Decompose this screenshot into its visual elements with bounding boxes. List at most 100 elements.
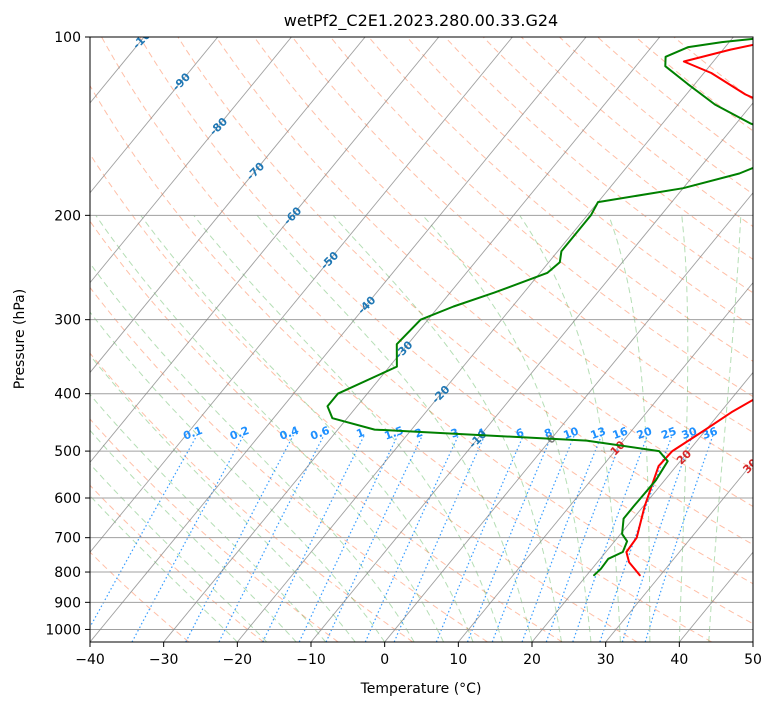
y-tick-label: 100 (54, 30, 81, 46)
mixing-ratio-line (262, 434, 365, 642)
dry-adiabat (215, 37, 753, 507)
moist-adiabat (708, 215, 742, 642)
dry-adiabat (90, 352, 414, 642)
mixing-ratio-label: 13 (589, 425, 608, 442)
isotherm-line (90, 37, 587, 642)
x-tick-label: 10 (449, 652, 467, 668)
moist-adiabat (90, 262, 415, 642)
dry-adiabat (253, 37, 753, 470)
temperature-profile (625, 43, 753, 577)
moist-adiabats (90, 214, 742, 642)
y-tick-label: 900 (54, 595, 81, 611)
moist-adiabat (90, 311, 386, 642)
isotherm-line (310, 102, 753, 642)
mixing-ratio-line (521, 434, 603, 642)
moist-adiabat (608, 215, 651, 642)
y-tick-label: 300 (54, 313, 81, 329)
moist-adiabat (90, 354, 356, 642)
mixing-ratio-label: 16 (611, 424, 630, 442)
x-tick-label: 50 (744, 652, 762, 668)
x-tick-label: 30 (597, 652, 615, 668)
moist-adiabat (422, 214, 592, 642)
y-tick-label: 700 (54, 531, 81, 547)
moist-adiabat (678, 215, 689, 642)
isotherm-line (531, 371, 753, 642)
isotherm-line (163, 37, 661, 642)
dry-adiabat (90, 418, 339, 642)
x-tick-label: −30 (149, 652, 179, 668)
x-tick-label: −40 (75, 652, 105, 668)
y-tick-label: 400 (54, 387, 81, 403)
mixing-ratio-line (90, 434, 198, 629)
dry-adiabat (330, 37, 753, 398)
dry-adiabat (90, 153, 638, 642)
isotherm-line (90, 37, 513, 553)
moist-adiabat (95, 215, 445, 642)
isotherm-line (90, 37, 219, 194)
profile-series (326, 37, 753, 577)
dry-adiabat (90, 551, 190, 642)
mixing-ratio-label: 0.6 (309, 424, 332, 443)
x-tick-label: 20 (523, 652, 541, 668)
y-tick-label: 200 (54, 208, 81, 224)
dry-adiabat (90, 484, 264, 642)
dry-adiabat (90, 220, 563, 642)
y-axis-label: Pressure (hPa) (12, 289, 28, 389)
x-axis-ticks: −40 −30 −20 −10 0 10 20 30 40 50 (75, 642, 762, 668)
isotherm-line (236, 37, 734, 642)
dry-adiabat (90, 286, 488, 642)
mixing-ratio-label: 1 (355, 426, 367, 441)
x-tick-label: 0 (380, 652, 389, 668)
mixing-ratio-line (218, 434, 325, 642)
isotherm-line (90, 37, 366, 374)
mixing-ratio-label: 0.1 (181, 424, 204, 443)
isotherm-line (384, 192, 753, 642)
y-tick-label: 600 (54, 491, 81, 507)
isotherm-line (90, 37, 440, 464)
moist-adiabat (256, 214, 533, 642)
x-axis-label: Temperature (°C) (360, 681, 482, 697)
mixing-ratio-label: 6 (514, 426, 526, 441)
isotherm-line (605, 461, 753, 642)
mixing-ratio-label: 0.2 (228, 424, 251, 443)
moist-adiabat (90, 393, 327, 642)
x-tick-label: −10 (296, 652, 326, 668)
dry-adiabat (292, 37, 753, 433)
mixing-ratio-label: 1.5 (383, 424, 406, 443)
y-tick-label: 500 (54, 444, 81, 460)
mixing-ratio-label: 20 (635, 424, 654, 442)
mixing-ratio-line (131, 434, 245, 642)
plot-frame (89, 36, 754, 643)
moist-adiabat (90, 429, 297, 642)
moist-adiabat (90, 463, 268, 642)
moist-adiabat (519, 215, 621, 642)
y-tick-label: 1000 (45, 622, 81, 638)
mixing-ratio-lines (90, 434, 714, 642)
mixing-ratio-label: 8 (543, 426, 555, 441)
isotherm-line (90, 37, 292, 284)
y-tick-label: 800 (54, 565, 81, 581)
moist-adiabat (90, 495, 238, 642)
mixing-ratio-label: 2 (413, 426, 425, 441)
x-tick-label: 40 (670, 652, 688, 668)
plot-area: 0.1 0.2 0.4 0.6 1 1.5 2 3 4 6 8 10 13 16 20 25 30 36 -100… (90, 37, 753, 642)
mixing-ratio-line (572, 434, 649, 642)
dewpoint-profile (326, 37, 753, 577)
isobar-gridlines (90, 37, 753, 630)
mixing-ratio-line (185, 434, 294, 642)
x-tick-label: −20 (223, 652, 253, 668)
mixing-ratio-line (393, 434, 486, 642)
moist-adiabat (140, 215, 474, 642)
mixing-ratio-label: 0.4 (278, 424, 301, 443)
mixing-ratio-line (545, 434, 625, 642)
chart-title: wetPf2_C2E1.2023.280.00.33.G24 (284, 11, 558, 31)
isotherm-line (457, 281, 753, 642)
mixing-ratio-label: 4 (475, 426, 487, 441)
mixing-ratio-line (491, 434, 575, 642)
mixing-ratio-label: 25 (659, 425, 678, 442)
y-axis-ticks: 100 200 300 400 500 600 700 800 900 1000 (45, 30, 90, 638)
moist-adiabat (332, 214, 562, 642)
mixing-ratio-label: 10 (562, 424, 581, 442)
isotherms (90, 37, 753, 642)
